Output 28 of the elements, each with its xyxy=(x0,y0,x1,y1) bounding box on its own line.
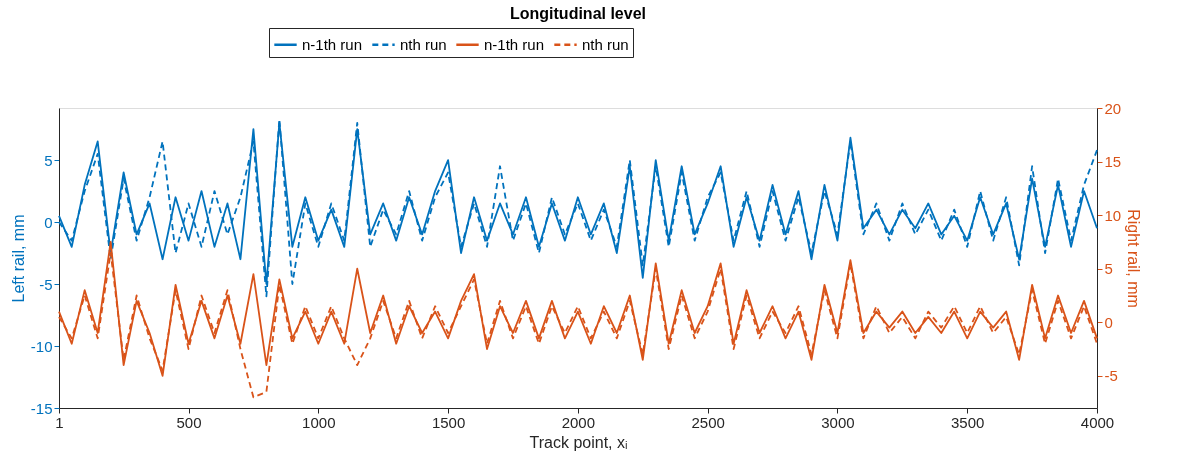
x-tick-label: 1 xyxy=(55,413,64,431)
y2-tick-label: 15 xyxy=(1104,153,1122,171)
x-tick-label: 3000 xyxy=(821,413,855,431)
y-tick-label: -10 xyxy=(30,337,53,355)
legend-label: n-1th run xyxy=(302,35,363,53)
y2-tick-label: -5 xyxy=(1104,367,1118,385)
y-tick-label: 0 xyxy=(44,213,53,231)
chart-title: Longitudinal level xyxy=(509,4,647,22)
y-tick-label: -5 xyxy=(39,275,53,293)
x-tick-label: 500 xyxy=(176,413,202,431)
legend-label: nth run xyxy=(400,35,447,53)
y-tick-label: 5 xyxy=(44,151,53,169)
x-tick-label: 1500 xyxy=(431,413,466,431)
x-tick-label: 2000 xyxy=(561,413,596,431)
x-tick-label: 2500 xyxy=(691,413,725,431)
x-axis-title: Track point, xᵢ xyxy=(529,433,628,451)
legend-label: n-1th run xyxy=(484,35,545,53)
y-axis-title: Left rail, mm xyxy=(9,214,27,303)
x-tick-label: 4000 xyxy=(1080,413,1115,431)
legend-label: nth run xyxy=(582,35,629,53)
x-tick-label: 3500 xyxy=(951,413,985,431)
x-tick-label: 1000 xyxy=(302,413,336,431)
y2-tick-label: 5 xyxy=(1104,260,1113,278)
y2-tick-label: 0 xyxy=(1104,313,1113,331)
y-tick-label: -15 xyxy=(30,399,53,417)
y2-tick-label: 20 xyxy=(1104,99,1122,117)
y2-axis-title: Right rail, mm xyxy=(1125,209,1143,308)
y2-tick-label: 10 xyxy=(1104,206,1122,224)
